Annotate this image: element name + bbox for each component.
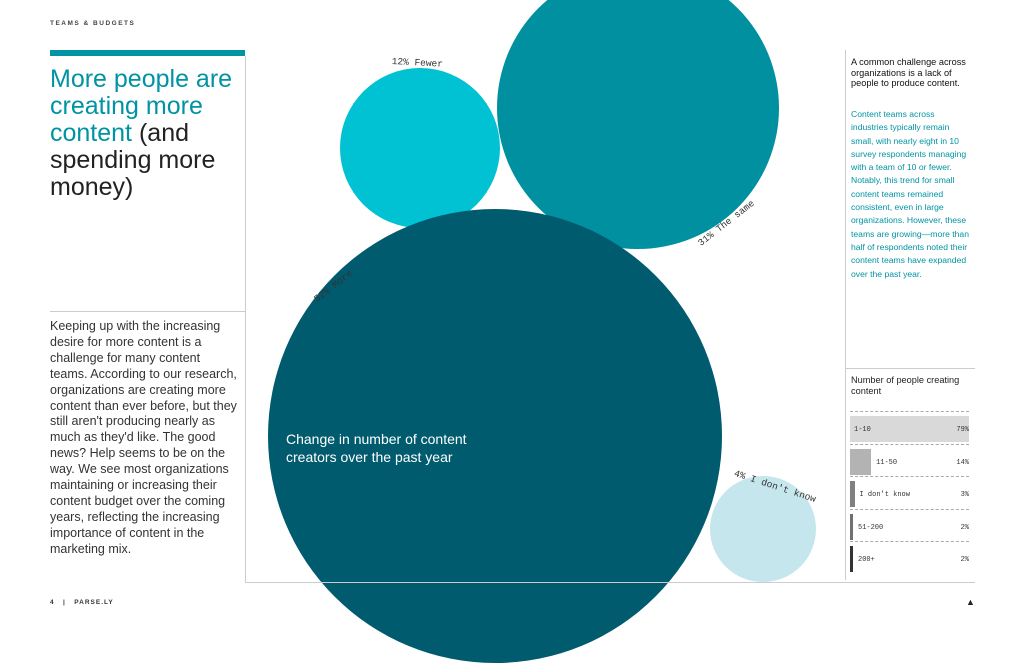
divider [245,582,975,583]
accent-bar [50,50,245,56]
bar-value: 14% [956,458,969,467]
bubble-same [497,0,779,249]
bubble-dont-know [710,476,816,582]
bar-chart-title: Number of people creating content [851,375,960,396]
divider [845,50,846,580]
divider [245,56,246,582]
title-plain: (and spending more money) [50,119,216,201]
bar [850,448,872,475]
bar-row: 200+ 2% [850,541,969,572]
page-number: 4 [50,599,55,606]
bar [850,546,853,572]
bar-value: 3% [960,491,969,499]
divider [845,368,975,369]
bar-label: 1-10 [854,426,871,434]
bubble-more [268,209,722,663]
bar-value: 2% [960,523,969,532]
sidebar-body: Content teams across industries typicall… [851,109,969,279]
footer: 4 | PARSE.LY [50,599,114,606]
divider [50,311,245,312]
footer-brand: PARSE.LY [74,599,114,606]
footer-separator: | [63,599,66,606]
bar-row: 11-50 14% [850,443,969,475]
bar-value: 2% [960,556,969,564]
title-accent: More people are creating more content [50,65,233,147]
section-eyebrow: TEAMS & BUDGETS [50,20,136,27]
logo-icon: ▲ [966,597,975,607]
bar-label: 11-50 [876,458,898,467]
bar [850,416,969,442]
bar-label: 51-200 [858,523,884,532]
bar-value: 79% [956,426,969,434]
bar [850,513,853,540]
bar-row: 51-200 2% [850,508,969,540]
bar-row: 1-10 79% [850,411,969,442]
bar-row: I don't know 3% [850,476,969,507]
bar [850,481,855,507]
body-text: Keeping up with the increasing desire fo… [50,319,237,556]
sidebar-heading: A common challenge across organizations … [851,57,966,89]
bubble-fewer [340,68,500,228]
bar-label: I don't know [859,491,910,499]
bar-label: 200+ [858,556,875,564]
chart-caption: Change in number of content creators ove… [286,431,467,465]
page-title: More people are creating more content (a… [50,66,250,201]
